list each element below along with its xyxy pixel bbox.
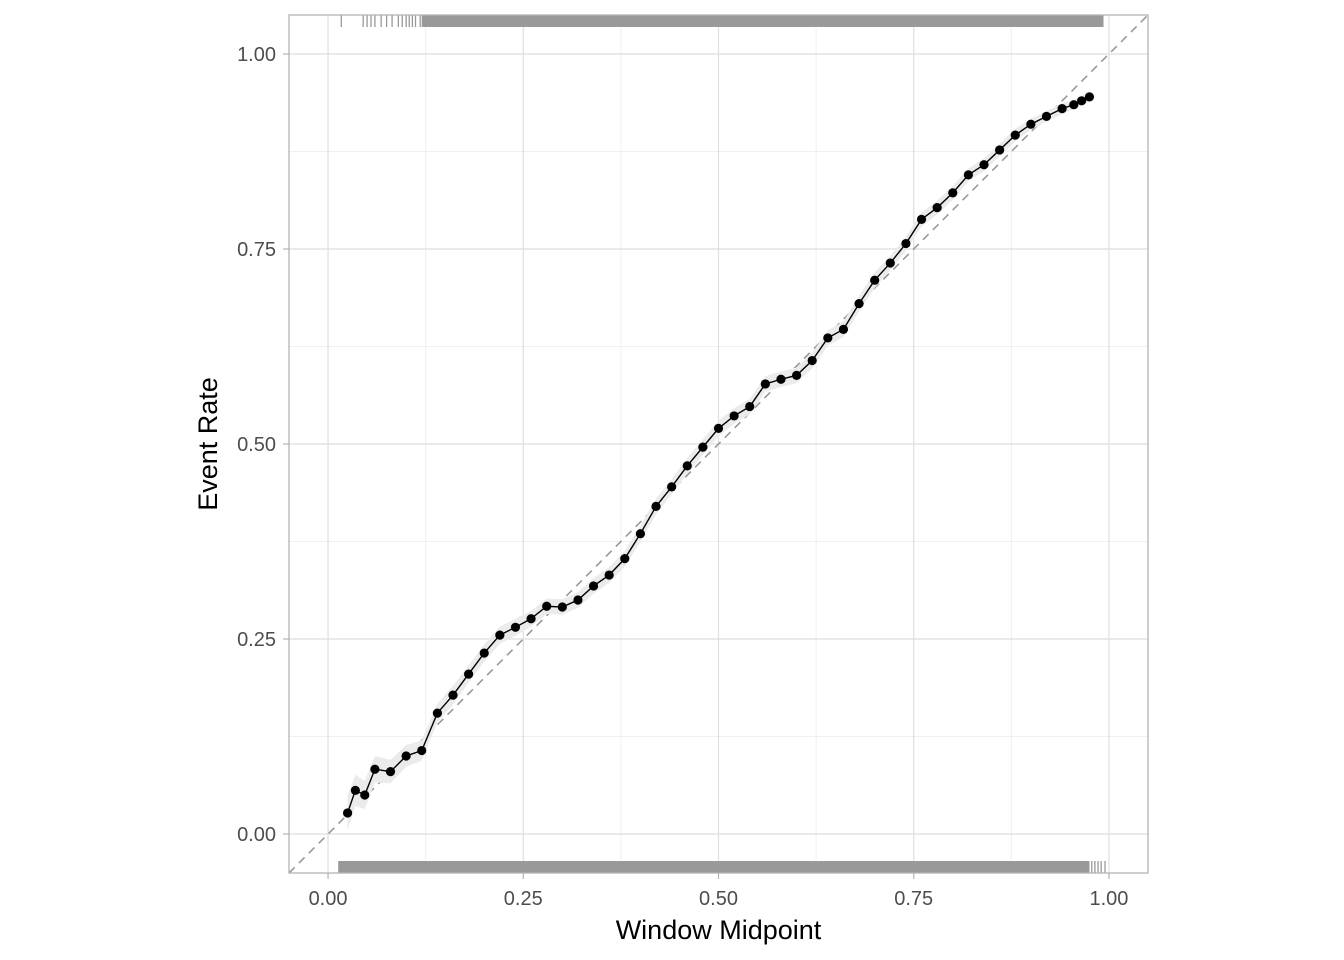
y-axis-title: Event Rate xyxy=(193,377,223,511)
y-tick-label: 1.00 xyxy=(237,44,276,66)
rug-bottom xyxy=(338,861,1106,873)
data-point xyxy=(573,595,583,605)
x-tick-label: 0.75 xyxy=(894,888,933,910)
band-area xyxy=(347,92,1090,831)
y-tick-label: 0.25 xyxy=(237,629,276,651)
data-point xyxy=(1026,119,1036,129)
data-point xyxy=(604,570,614,580)
data-point xyxy=(760,379,770,389)
data-point xyxy=(1077,96,1087,106)
data-point xyxy=(417,745,427,756)
data-point xyxy=(370,764,380,774)
data-point xyxy=(432,708,442,718)
data-point xyxy=(557,602,567,612)
x-tick-label: 1.00 xyxy=(1089,888,1128,910)
data-point xyxy=(1069,100,1079,110)
data-points xyxy=(342,92,1095,818)
data-point xyxy=(870,275,880,285)
x-tick-label: 0.50 xyxy=(699,888,738,910)
data-point xyxy=(1057,104,1067,114)
data-point xyxy=(588,581,599,591)
x-tick-label: 0.00 xyxy=(309,888,348,910)
data-point xyxy=(932,203,942,213)
data-point xyxy=(651,501,661,511)
data-point xyxy=(854,299,864,309)
data-point xyxy=(360,790,370,800)
data-point xyxy=(526,614,536,624)
x-axis-ticks: 0.00 0.25 0.50 0.75 1.00 xyxy=(309,873,1128,910)
grid-lines xyxy=(289,15,1148,873)
data-point xyxy=(620,554,630,564)
rug-top xyxy=(340,15,1104,27)
y-axis-ticks: 0.00 0.25 0.50 0.75 1.00 xyxy=(237,44,289,846)
x-axis-title: Window Midpoint xyxy=(616,915,822,945)
data-point xyxy=(745,401,755,412)
data-point xyxy=(807,355,817,366)
confidence-band xyxy=(347,92,1090,831)
rug-top-dense xyxy=(421,15,1104,27)
data-point xyxy=(510,622,521,632)
data-point xyxy=(838,324,849,334)
data-point xyxy=(401,751,411,761)
data-point xyxy=(901,238,911,249)
data-point xyxy=(713,423,724,433)
data-point xyxy=(542,601,552,611)
data-point xyxy=(635,529,646,539)
rug-bottom-dense xyxy=(338,861,1090,873)
data-point xyxy=(823,333,833,343)
data-point xyxy=(791,370,802,380)
data-point xyxy=(916,214,927,224)
data-point xyxy=(948,188,958,198)
data-point xyxy=(1084,92,1095,102)
data-point xyxy=(1010,130,1020,140)
data-point xyxy=(464,669,474,679)
data-point xyxy=(479,648,489,658)
data-point xyxy=(385,767,396,777)
data-point xyxy=(729,411,739,421)
data-point xyxy=(776,374,786,384)
x-tick-label: 0.25 xyxy=(504,888,543,910)
data-point xyxy=(342,808,353,818)
data-point xyxy=(667,482,677,492)
data-point xyxy=(698,442,708,452)
data-point xyxy=(495,630,505,640)
data-point xyxy=(682,461,692,471)
data-point xyxy=(350,785,360,795)
data-point xyxy=(885,258,895,268)
y-tick-label: 0.00 xyxy=(237,824,276,846)
data-point xyxy=(995,145,1005,155)
data-point xyxy=(963,170,973,180)
y-tick-label: 0.75 xyxy=(237,239,276,261)
y-tick-label: 0.50 xyxy=(237,434,276,456)
data-point xyxy=(1041,111,1052,121)
data-point xyxy=(448,690,458,700)
data-point xyxy=(979,160,989,170)
